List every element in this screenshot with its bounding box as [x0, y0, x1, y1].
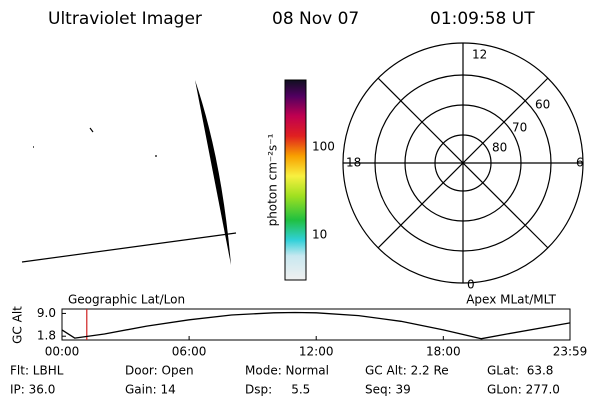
info-field: Gain: 14: [125, 383, 176, 397]
alt-right-label: Apex MLat/MLT: [466, 293, 556, 307]
mlt-label: 12: [472, 48, 487, 62]
info-field: Flt: LBHL: [10, 364, 64, 378]
info-field: Seq: 39: [365, 383, 411, 397]
info-field: Mode: Normal: [245, 364, 329, 378]
title: Ultraviolet Imager: [48, 9, 202, 29]
date: 08 Nov 07: [272, 9, 359, 29]
x-tick-label: 23:59: [553, 345, 588, 359]
alt-plot: 00:00 06:00 12:00 18:00 23:59 9.0 1.8: [37, 306, 587, 359]
info-field: GC Alt: 2.2 Re: [365, 364, 449, 378]
y-tick-label: 9.0: [37, 306, 56, 320]
lat-label: 80: [492, 141, 507, 155]
colorbar-tick: 10: [312, 228, 327, 242]
boundary: [21, 232, 237, 263]
speck: [89, 127, 94, 133]
info-field: GLon: 277.0: [487, 383, 560, 397]
info-field: Dsp: 5.5: [245, 383, 310, 397]
colorbar-tick: 100: [312, 140, 335, 154]
mlt-label: 0: [467, 278, 475, 292]
boundary: [195, 80, 231, 265]
info-field: Door: Open: [125, 364, 194, 378]
x-tick-label: 00:00: [45, 345, 80, 359]
y-tick-label: 1.8: [37, 329, 56, 343]
x-tick-label: 18:00: [426, 345, 461, 359]
x-tick-label: 12:00: [299, 345, 334, 359]
image-panel: [21, 80, 237, 265]
info-panel: Flt: LBHL Door: Open Mode: Normal GC Alt: 2…: [10, 364, 560, 397]
time: 01:09:58 UT: [430, 9, 535, 29]
colorbar: [284, 79, 307, 281]
x-tick-label: 06:00: [172, 345, 207, 359]
alt-left-label: Geographic Lat/Lon: [68, 293, 185, 307]
polar-grid: [342, 42, 584, 284]
info-field: GLat: 63.8: [487, 364, 553, 378]
mlt-label: 6: [576, 156, 584, 170]
lat-label: 70: [512, 121, 527, 135]
spoke: [377, 77, 549, 249]
lat-label: 60: [535, 98, 550, 112]
alt-ylabel: GC Alt: [11, 306, 25, 344]
mlt-label: 18: [346, 156, 361, 170]
info-field: IP: 36.0: [10, 383, 55, 397]
alt-curve: [61, 311, 571, 340]
colorbar-label: photon cm⁻²s⁻¹: [266, 133, 280, 226]
